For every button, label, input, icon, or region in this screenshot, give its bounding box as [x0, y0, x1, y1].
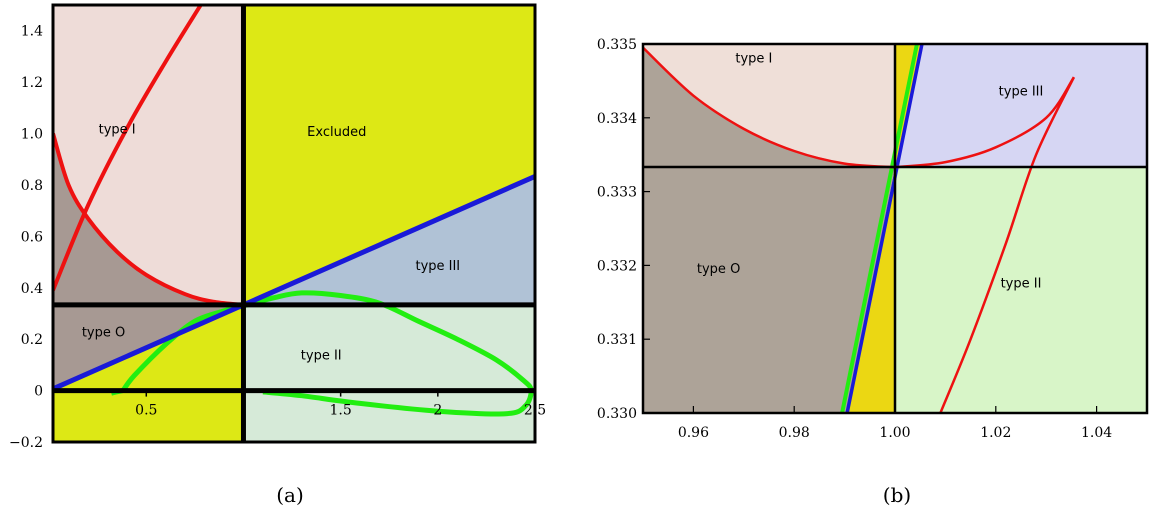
y-tick-label: −0.2	[9, 435, 43, 451]
region-type-i	[53, 5, 244, 305]
blue-boundary-line	[845, 44, 924, 413]
region-type-o-upper	[643, 47, 895, 168]
y-tick-label: 0.334	[597, 111, 637, 127]
panel-a-caption: (a)	[276, 483, 304, 507]
x-tick-label: 0.98	[779, 425, 810, 441]
y-tick-label: 0.2	[21, 332, 43, 348]
region-type-iii	[895, 44, 1147, 167]
panel-a-boundary-lines	[51, 3, 537, 444]
x-tick-label: 1.04	[1081, 425, 1112, 441]
y-tick-label: 0.4	[21, 281, 43, 297]
red-arc-curve	[53, 132, 244, 307]
red-parabola-right	[894, 76, 1075, 169]
region-excluded-upper	[895, 44, 922, 167]
x-tick-label: 0.96	[678, 425, 709, 441]
region-type-o-upper	[53, 133, 244, 305]
blue-boundary-line	[53, 174, 535, 392]
y-tick-label: 0.8	[21, 178, 43, 194]
x-tick-label: 2.5	[524, 403, 546, 419]
y-tick-label: 0	[34, 384, 43, 400]
y-tick-label: 0.333	[597, 185, 637, 201]
panel-b-tick-labels: 0.96 0.98 1.00 1.02 1.04 0.330 0.331 0.332 0.333…	[597, 37, 1112, 441]
panel-a-region-labels: type I Excluded type III type O type II	[82, 123, 460, 364]
region-type-ii	[895, 167, 1147, 413]
y-tick-label: 0.335	[597, 37, 637, 53]
x-tick-label: 1.00	[879, 425, 910, 441]
region-label: Excluded	[307, 125, 366, 140]
panel-a-frame	[51, 3, 537, 444]
region-type-o	[643, 167, 895, 413]
panel-b: type I type III type O type II 0.96 0.98 1.00…	[597, 37, 1149, 507]
green-boundary-line	[840, 44, 919, 413]
red-rising-curve	[939, 76, 1076, 413]
panel-b-curves	[643, 44, 1076, 413]
x-tick-label: 1.5	[330, 403, 352, 419]
region-label: type III	[415, 259, 460, 274]
region-label: type II	[1001, 277, 1042, 292]
y-tick-label: 0.330	[597, 406, 637, 422]
region-label: type II	[301, 349, 342, 364]
region-label: type O	[82, 326, 125, 341]
red-parabola-left	[643, 46, 896, 169]
region-label: type I	[735, 51, 772, 66]
y-tick-label: 1.0	[21, 127, 43, 143]
region-label: type I	[99, 123, 136, 138]
panel-b-region-labels: type I type III type O type II	[697, 51, 1043, 291]
panel-a-regions	[53, 5, 535, 442]
y-tick-label: 0.6	[21, 229, 43, 245]
region-label: type III	[999, 85, 1044, 100]
y-tick-label: 1.4	[21, 24, 43, 40]
x-tick-label: 1.02	[980, 425, 1011, 441]
panel-b-caption: (b)	[883, 483, 911, 507]
panel-a-tick-labels: 0.5 1.5 2 2.5 −0.2 0 0.2 0.4 0.6 0.8 1.0 1.2 1.4	[9, 24, 546, 451]
region-type-ii	[243, 304, 535, 442]
region-label: type O	[697, 262, 740, 277]
y-tick-label: 1.2	[21, 75, 43, 91]
panel-a: type I Excluded type III type O type II 0.5 1…	[9, 3, 546, 507]
red-rising-curve	[53, 5, 203, 292]
x-tick-label: 0.5	[135, 403, 157, 419]
x-tick-label: 2	[433, 403, 442, 419]
region-excluded-lower-left	[53, 390, 244, 442]
green-loop-curve	[120, 290, 534, 417]
y-tick-label: 0.331	[597, 332, 637, 348]
panel-a-curves	[53, 5, 535, 417]
y-tick-label: 0.332	[597, 258, 637, 274]
region-excluded-upper	[243, 5, 535, 305]
panel-b-boundary-lines	[641, 42, 1149, 415]
